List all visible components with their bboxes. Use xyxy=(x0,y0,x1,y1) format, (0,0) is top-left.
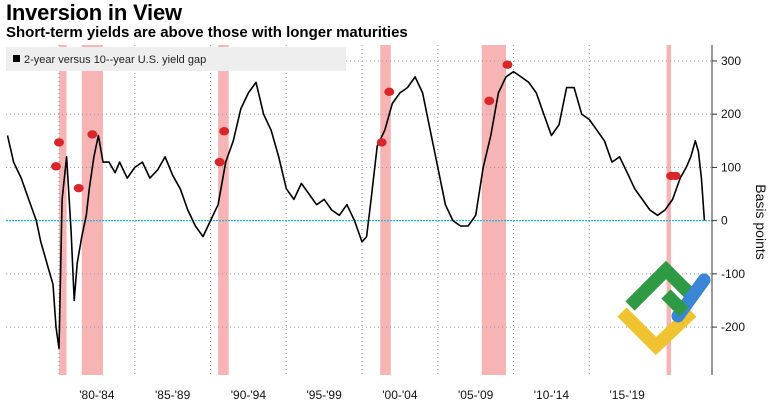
y-tick-label: -200 xyxy=(721,320,745,334)
legend-swatch xyxy=(13,55,20,62)
yield-gap-line xyxy=(6,70,706,350)
x-tick-label: '05-'09 xyxy=(458,388,494,402)
recession-band-0 xyxy=(59,45,67,375)
inversion-marker xyxy=(73,183,84,193)
inversion-marker xyxy=(87,130,98,139)
x-tick-label: '85-'89 xyxy=(155,388,191,402)
chart-subtitle: Short-term yields are above those with l… xyxy=(6,24,408,41)
legend: 2-year versus 10--year U.S. yield gap xyxy=(6,47,346,71)
y-tick-label: 300 xyxy=(721,54,741,68)
x-tick-label: '15-'19 xyxy=(610,388,646,402)
inversion-markers xyxy=(50,60,681,193)
y-tick-label: 200 xyxy=(721,107,741,121)
recession-band-5 xyxy=(666,45,672,375)
x-tick-label: '00-'04 xyxy=(382,388,418,402)
inversion-marker xyxy=(219,127,230,136)
inversion-marker xyxy=(54,138,65,147)
y-tick-label: -100 xyxy=(721,267,745,281)
y-axis-title: Basis points xyxy=(753,184,769,259)
inversion-marker xyxy=(502,60,513,69)
brand-logo xyxy=(617,260,711,356)
legend-box xyxy=(6,47,346,71)
recession-band-4 xyxy=(481,45,506,375)
chart-title: Inversion in View xyxy=(6,0,182,25)
gridlines xyxy=(6,45,712,375)
x-tick-label: '95-'99 xyxy=(307,388,343,402)
inversion-marker xyxy=(384,87,395,97)
inversion-marker xyxy=(376,138,387,147)
x-tick-label: '80-'84 xyxy=(79,388,115,402)
inversion-marker xyxy=(50,162,61,171)
recession-band-1 xyxy=(81,45,103,375)
recession-band-3 xyxy=(380,45,391,375)
inversion-marker xyxy=(214,157,225,167)
inversion-marker xyxy=(484,96,495,106)
recession-bands xyxy=(59,45,672,375)
y-tick-label: 100 xyxy=(721,160,741,174)
y-axis-ticks: 300 200 100 0 -100 -200 xyxy=(712,54,745,334)
x-axis-ticks: '80-'84 '85-'89 '90-'94 '95-'99 '00-'04 '05-'… xyxy=(79,388,645,402)
inversion-marker xyxy=(670,171,681,181)
legend-entry: 2-year versus 10--year U.S. yield gap xyxy=(24,54,206,66)
recession-band-2 xyxy=(218,45,229,375)
x-tick-label: '90-'94 xyxy=(231,388,267,402)
y-tick-label: 0 xyxy=(721,214,728,228)
logo-chevron-yellow xyxy=(617,307,697,356)
logo-stroke-green xyxy=(661,289,689,317)
x-tick-label: '10-'14 xyxy=(534,388,570,402)
logo-chevron-green xyxy=(625,260,701,311)
